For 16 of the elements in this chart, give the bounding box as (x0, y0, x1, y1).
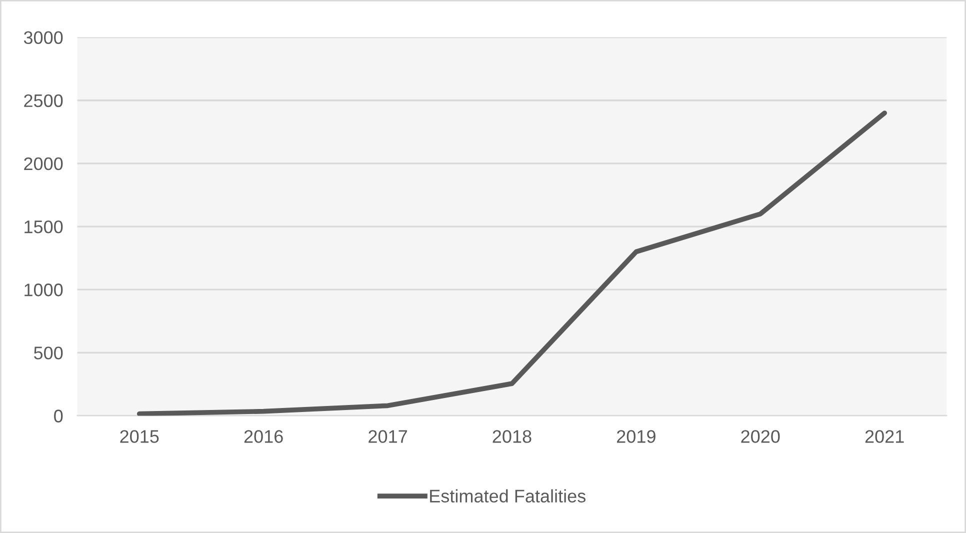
y-tick-label: 2000 (24, 157, 63, 170)
x-tick-label: 2015 (120, 430, 159, 443)
y-tick-label: 0 (54, 410, 63, 422)
x-tick-label: 2017 (368, 430, 407, 443)
y-tick-label: 500 (34, 346, 63, 360)
x-tick-label: 2020 (741, 430, 780, 443)
y-tick-label: 3000 (24, 31, 63, 44)
y-tick-label: 2500 (24, 94, 63, 108)
x-tick-label: 2019 (617, 430, 656, 443)
y-tick-label: 1000 (24, 284, 63, 296)
x-tick-label: 2021 (865, 430, 904, 443)
x-tick-label: 2016 (244, 430, 283, 443)
legend-label: Estimated Fatalities (430, 489, 586, 503)
line-series (136, 110, 888, 416)
x-tick-label: 2018 (492, 430, 532, 443)
y-tick-label: 1500 (24, 220, 63, 234)
